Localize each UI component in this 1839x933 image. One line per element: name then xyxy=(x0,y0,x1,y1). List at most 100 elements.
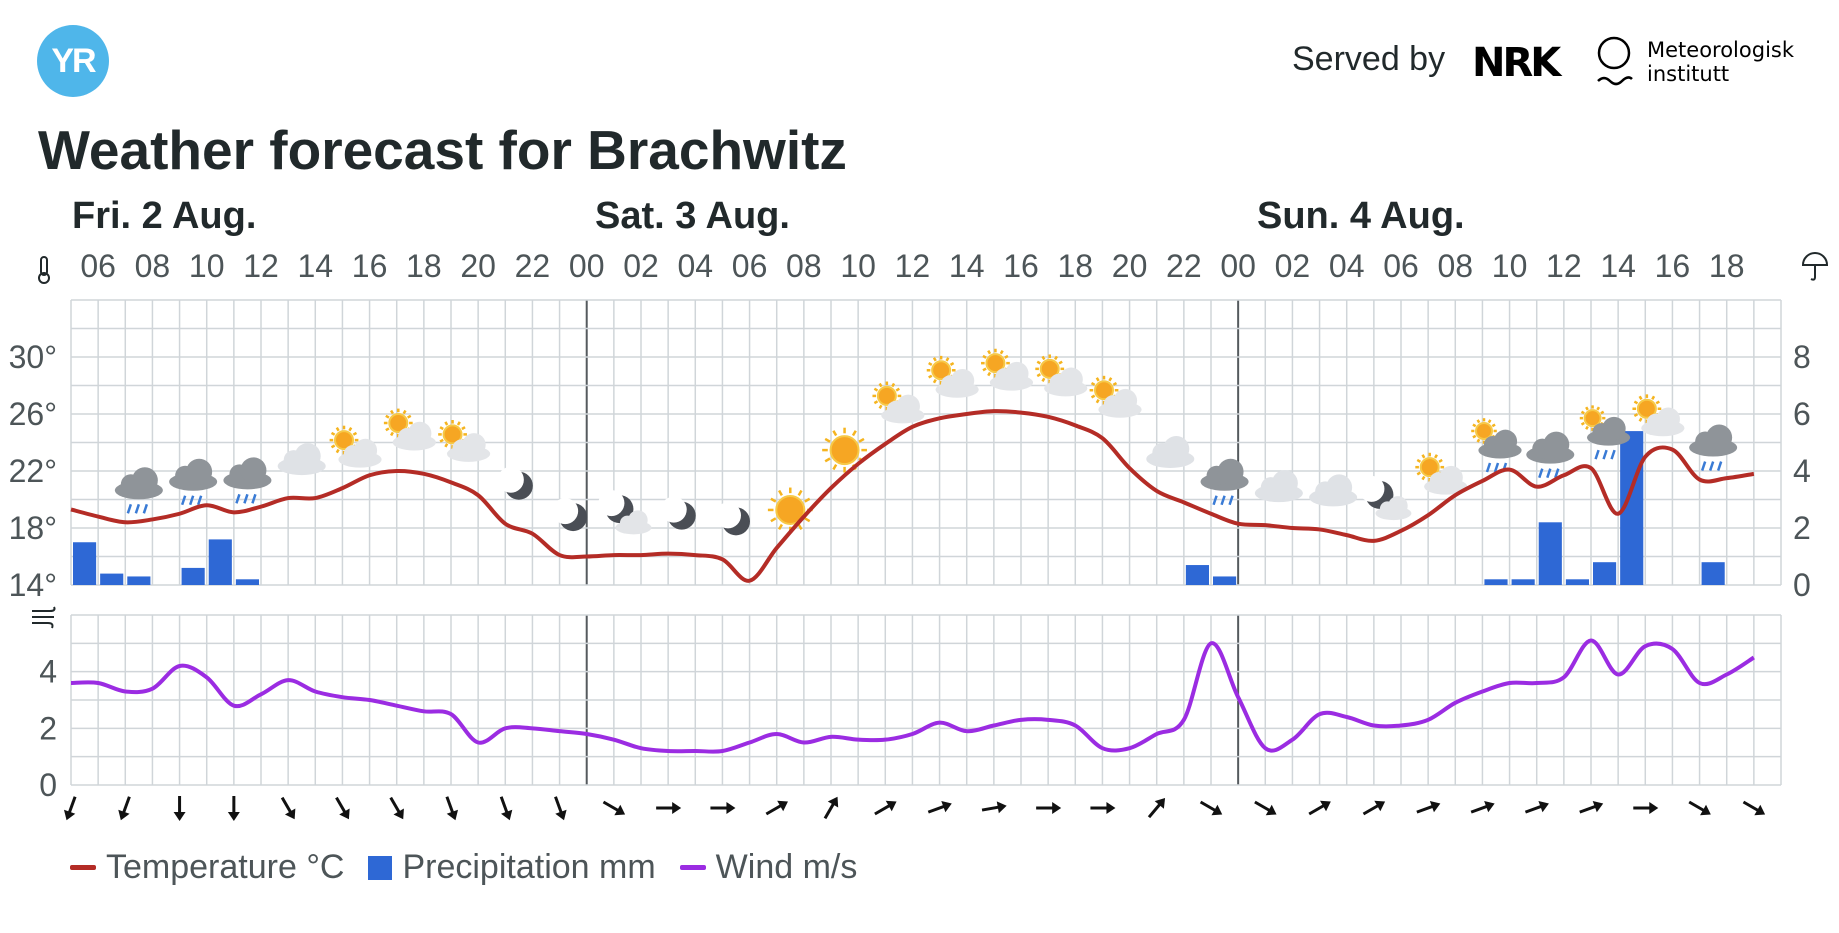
arrow-head xyxy=(941,800,952,813)
weather-icon-cloud xyxy=(1146,435,1195,468)
sun-ray xyxy=(444,421,449,426)
weather-icon-partly-sunny xyxy=(1415,452,1468,495)
day-label-sat: Sat. 3 Aug. xyxy=(595,195,790,237)
arrow-head xyxy=(777,800,788,812)
legend-item-precipitation: Precipitation mm xyxy=(368,848,656,887)
hour-tick-label: 00 xyxy=(1220,248,1256,284)
rain-drop xyxy=(180,495,187,506)
arrow-head xyxy=(1649,802,1659,814)
hour-tick-label: 16 xyxy=(1003,248,1039,284)
rain-drop xyxy=(1594,449,1600,460)
cloud-shape xyxy=(950,368,975,393)
precipitation-tick-label: 0 xyxy=(1793,567,1811,603)
precipitation-bar xyxy=(1538,522,1562,585)
weather-icon-rain-cloud xyxy=(114,467,163,514)
arrow-head xyxy=(1052,802,1062,814)
sun-ray xyxy=(407,414,412,419)
precipitation-bar xyxy=(181,567,205,585)
sun-ray xyxy=(1036,360,1041,365)
temperature-axis: 14° 18° 22° 26° 30° xyxy=(9,339,57,603)
hour-tick-label: 06 xyxy=(1383,248,1419,284)
met-name-line2: institutt xyxy=(1647,62,1730,86)
precipitation-bar xyxy=(1484,579,1508,585)
cloud-shape xyxy=(186,458,213,485)
rain-drop xyxy=(1220,495,1226,506)
arrow-head xyxy=(227,812,240,821)
cloud-shape xyxy=(407,421,432,446)
rain-drop xyxy=(235,493,241,504)
sun-ray xyxy=(1090,394,1096,399)
sun-disc xyxy=(1039,358,1060,379)
sun-ray xyxy=(1638,417,1643,422)
legend-swatch-precipitation xyxy=(368,855,393,880)
sun-ray xyxy=(335,427,340,432)
wind-direction-arrow xyxy=(1147,798,1166,819)
hour-tick-label: 10 xyxy=(840,248,876,284)
sun-ray xyxy=(878,404,883,410)
sun-disc xyxy=(1419,457,1440,478)
temperature-tick-label: 26° xyxy=(9,396,57,432)
sun-ray xyxy=(330,431,336,436)
moon-mask xyxy=(1358,475,1385,502)
sun-disc xyxy=(388,413,409,433)
sun-ray xyxy=(1095,377,1100,382)
weather-icon-moon-cloud xyxy=(1358,475,1412,521)
arrow-head xyxy=(1265,804,1277,816)
sun-ray xyxy=(982,367,987,372)
sun-ray xyxy=(932,379,937,384)
arrow-head xyxy=(555,809,567,821)
precipitation-tick-label: 4 xyxy=(1793,453,1811,489)
sun-ray xyxy=(402,409,407,415)
cloud-shape xyxy=(353,438,378,463)
rain-drop xyxy=(1228,495,1234,506)
page-title: Weather forecast for Brachwitz xyxy=(38,119,847,181)
weather-icon-partly-rain xyxy=(1471,418,1522,473)
sun-ray xyxy=(444,443,449,448)
wind-direction-arrows xyxy=(63,796,1766,821)
cloud-shape xyxy=(294,443,321,470)
wind-line xyxy=(70,638,1755,754)
sun-disc xyxy=(334,430,354,451)
sun-ray xyxy=(932,357,937,362)
arrow-head xyxy=(1700,804,1711,816)
wind-direction-arrow xyxy=(63,796,77,821)
precipitation-bar xyxy=(1701,562,1725,585)
rain-drop xyxy=(251,493,257,504)
sun-ray xyxy=(1580,421,1585,426)
day-label-sun: Sun. 4 Aug. xyxy=(1257,195,1465,237)
cloud-shape xyxy=(1656,407,1680,431)
weather-icon-moon xyxy=(715,502,750,536)
sun-ray xyxy=(1585,425,1589,430)
nrk-logo[interactable]: NRK xyxy=(1472,40,1561,86)
rain-drop xyxy=(134,503,141,514)
rain-drop xyxy=(1700,461,1707,471)
cloud-shape xyxy=(1706,424,1733,451)
met-institute-logo-icon xyxy=(1597,36,1633,86)
sun-disc xyxy=(829,435,860,466)
wind-icon xyxy=(32,606,56,629)
yr-logo[interactable]: YR xyxy=(37,25,109,97)
temperature-tick-label: 18° xyxy=(9,510,57,546)
cloud-shape xyxy=(1326,474,1353,501)
wind-direction-arrow xyxy=(1199,800,1223,816)
sun-ray xyxy=(385,427,390,432)
hour-tick-label: 08 xyxy=(786,248,822,284)
precipitation-bar xyxy=(1213,576,1237,585)
sun-ray xyxy=(1421,454,1426,459)
sun-ray xyxy=(832,430,838,437)
met-institute-logo[interactable]: Meteorologisk institutt xyxy=(1647,38,1794,86)
hour-tick-label: 08 xyxy=(135,248,171,284)
sun-ray xyxy=(928,374,933,379)
thermometer-tube xyxy=(40,256,48,276)
cloud-shape xyxy=(1602,416,1626,441)
hour-tick-label: 22 xyxy=(515,248,551,284)
sun-ray xyxy=(330,444,336,449)
rain-drop xyxy=(243,493,249,504)
sun-ray xyxy=(1596,406,1601,411)
legend-item-temperature: Temperature °C xyxy=(70,848,344,887)
sun-ray xyxy=(824,457,831,463)
arrow-head xyxy=(446,809,459,821)
rain-drop xyxy=(126,503,133,514)
weather-icon-rain-cloud xyxy=(1526,431,1575,479)
sun-ray xyxy=(1036,373,1041,378)
